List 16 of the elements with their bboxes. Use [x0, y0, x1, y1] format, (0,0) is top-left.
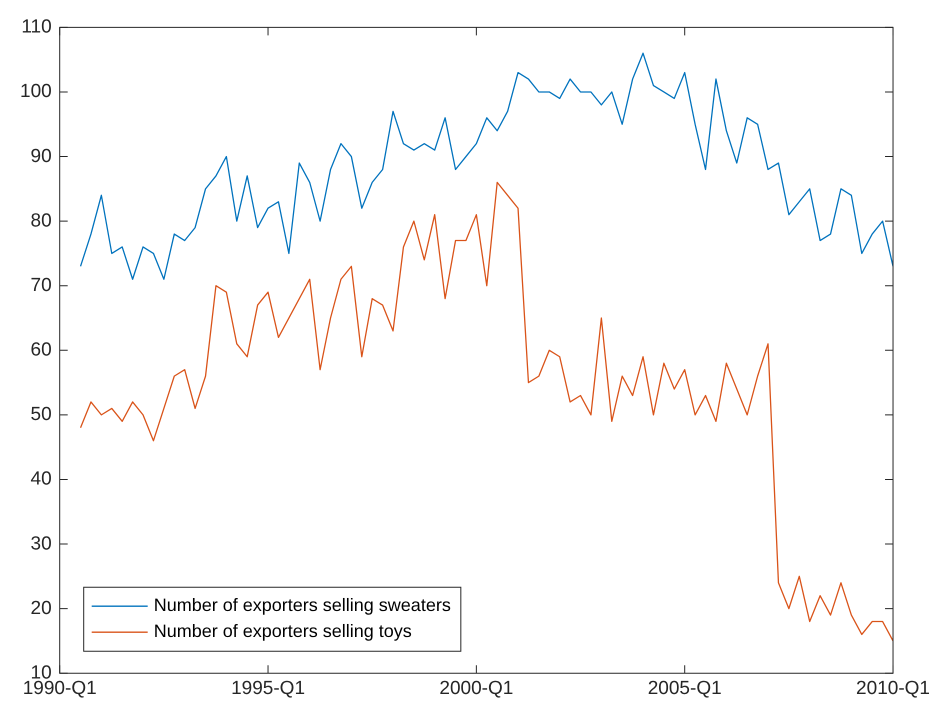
y-tick-label: 100 [20, 81, 52, 102]
x-tick-label: 2000-Q1 [439, 678, 514, 699]
y-tick-label: 80 [30, 210, 52, 232]
x-tick-label: 2010-Q1 [856, 678, 930, 699]
y-tick-label: 70 [30, 274, 52, 296]
y-tick-label: 110 [21, 16, 52, 38]
y-tick-label: 20 [30, 598, 52, 619]
y-tick-label: 30 [30, 533, 52, 554]
y-tick-label: 50 [30, 404, 52, 426]
legend-label: Number of exporters selling toys [154, 621, 412, 642]
x-tick-label: 2005-Q1 [648, 678, 722, 699]
y-tick-label: 40 [30, 468, 52, 490]
y-tick-label: 90 [30, 146, 52, 167]
y-tick-label: 60 [30, 340, 52, 361]
x-tick-label: 1995-Q1 [231, 678, 306, 699]
legend-label: Number of exporters selling sweaters [154, 595, 451, 616]
